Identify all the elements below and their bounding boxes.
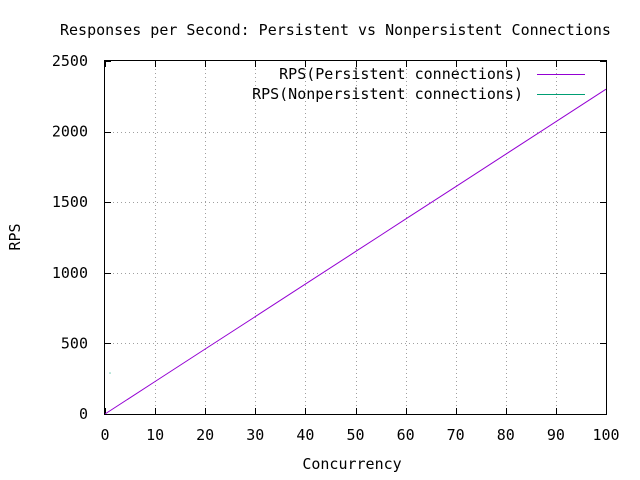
x-tick-label: 60: [397, 426, 415, 444]
legend-label: RPS(Nonpersistent connections): [252, 85, 523, 103]
x-axis: 0 10 20 30 40 50 60 70 80 90 100: [100, 61, 620, 444]
x-axis-title: Concurrency: [302, 455, 401, 473]
legend-label: RPS(Persistent connections): [279, 65, 523, 83]
grid: [105, 61, 606, 414]
x-tick-label: 90: [547, 426, 565, 444]
x-tick-label: 50: [346, 426, 364, 444]
x-tick-label: 0: [100, 426, 109, 444]
series-line: [104, 88, 607, 415]
y-tick-label: 0: [79, 405, 88, 423]
y-axis-title: RPS: [6, 223, 24, 250]
y-tick-label: 2500: [52, 52, 88, 70]
x-tick-label: 30: [246, 426, 264, 444]
series-point: [109, 372, 111, 374]
legend: RPS(Persistent connections) RPS(Nonpersis…: [252, 65, 585, 103]
chart-title: Responses per Second: Persistent vs Nonp…: [60, 21, 611, 39]
x-tick-label: 20: [196, 426, 214, 444]
x-tick-label: 100: [592, 426, 619, 444]
y-tick-label: 500: [61, 334, 88, 352]
x-tick-label: 10: [146, 426, 164, 444]
y-tick-label: 2000: [52, 123, 88, 141]
x-tick-label: 70: [447, 426, 465, 444]
plot-frame: [104, 60, 607, 415]
y-tick-label: 1000: [52, 264, 88, 282]
y-tick-label: 1500: [52, 193, 88, 211]
y-axis: 0 500 1000 1500 2000 2500: [52, 52, 606, 423]
series-layer: [104, 88, 607, 415]
x-tick-label: 40: [296, 426, 314, 444]
x-tick-label: 80: [497, 426, 515, 444]
